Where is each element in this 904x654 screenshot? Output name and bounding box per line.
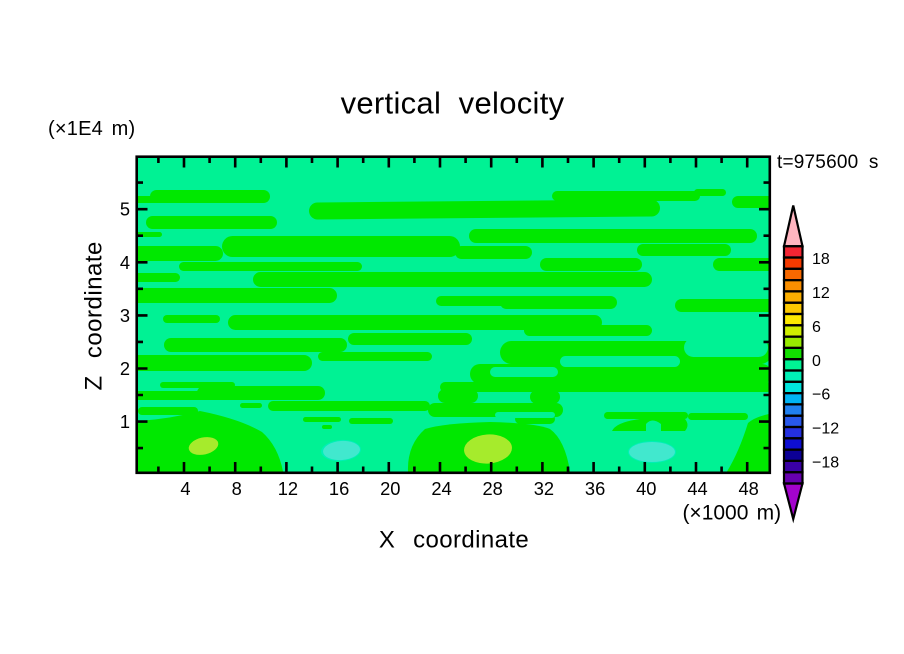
svg-text:48: 48	[739, 478, 759, 499]
svg-text:1: 1	[120, 411, 130, 432]
svg-text:3: 3	[120, 305, 130, 326]
svg-text:24: 24	[431, 478, 451, 499]
svg-text:20: 20	[380, 478, 400, 499]
svg-text:−12: −12	[812, 421, 839, 438]
svg-text:Z coordinate: Z coordinate	[81, 241, 108, 390]
svg-text:12: 12	[812, 285, 830, 302]
svg-text:vertical velocity: vertical velocity	[341, 86, 565, 121]
svg-text:28: 28	[483, 478, 503, 499]
svg-text:X coordinate: X coordinate	[379, 526, 529, 553]
svg-text:44: 44	[687, 478, 707, 499]
svg-text:t=975600 s: t=975600 s	[777, 152, 879, 173]
svg-text:18: 18	[812, 251, 830, 268]
svg-text:32: 32	[534, 478, 554, 499]
svg-text:16: 16	[329, 478, 349, 499]
svg-text:0: 0	[812, 353, 821, 370]
svg-text:2: 2	[120, 358, 130, 379]
svg-text:8: 8	[232, 478, 242, 499]
svg-text:−6: −6	[812, 387, 830, 404]
svg-text:40: 40	[636, 478, 656, 499]
svg-text:36: 36	[585, 478, 605, 499]
svg-text:5: 5	[120, 199, 130, 220]
svg-text:4: 4	[180, 478, 190, 499]
svg-text:−18: −18	[812, 455, 839, 472]
svg-text:12: 12	[278, 478, 298, 499]
svg-text:(×1E4 m): (×1E4 m)	[48, 118, 135, 140]
svg-text:(×1000 m): (×1000 m)	[682, 502, 781, 525]
svg-text:6: 6	[812, 319, 821, 336]
svg-text:4: 4	[120, 252, 130, 273]
